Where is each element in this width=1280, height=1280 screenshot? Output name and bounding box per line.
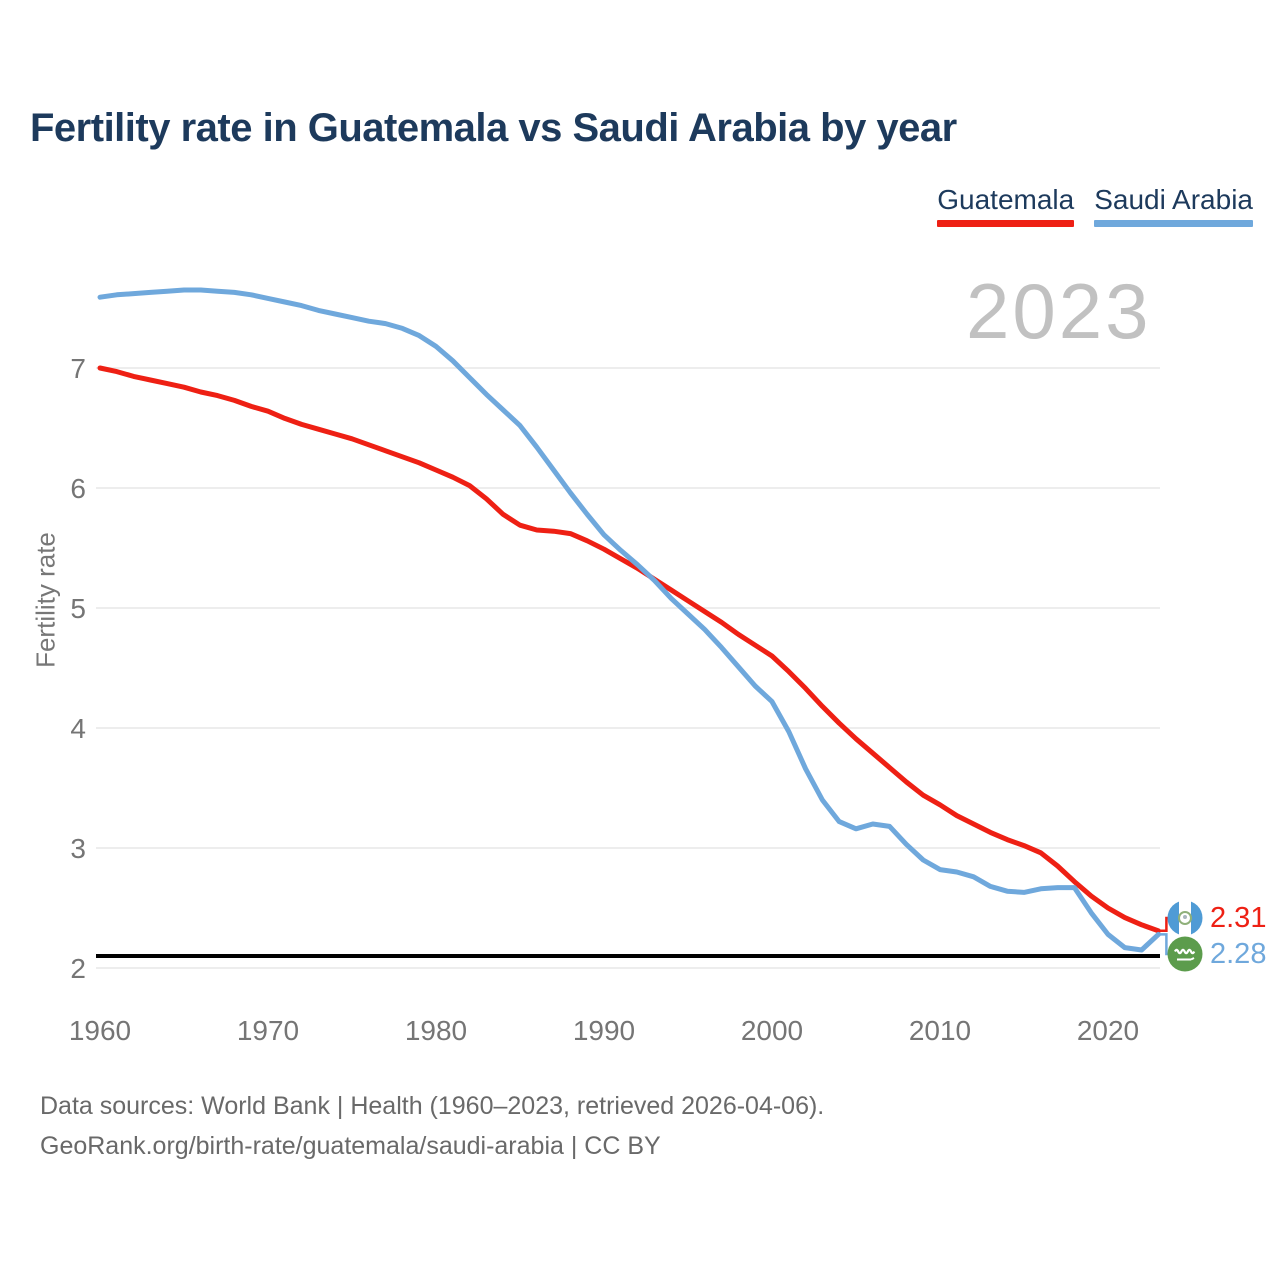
saudi-arabia-flag-icon [1167,936,1203,972]
y-tick-label: 5 [70,593,86,624]
x-tick-label: 1990 [573,1015,635,1046]
legend-underline-saudi-arabia [1094,220,1253,227]
y-tick-label: 7 [70,353,86,384]
footer: Data sources: World Bank | Health (1960–… [40,1086,824,1166]
legend-item-saudi-arabia[interactable]: Saudi Arabia [1094,184,1253,227]
legend-item-guatemala[interactable]: Guatemala [937,184,1075,227]
end-value-saudi-arabia: 2.28 [1210,937,1267,970]
x-tick-label: 1970 [237,1015,299,1046]
legend: Guatemala Saudi Arabia [937,184,1253,227]
legend-label-guatemala: Guatemala [937,184,1075,215]
y-tick-label: 4 [70,713,86,744]
guatemala-flag-icon [1167,900,1203,936]
page-title: Fertility rate in Guatemala vs Saudi Ara… [30,106,957,150]
end-value-guatemala: 2.31 [1210,901,1267,934]
series-line-guatemala [97,365,1161,934]
y-tick-label: 3 [70,833,86,864]
x-tick-label: 2010 [909,1015,971,1046]
year-watermark: 2023 [966,267,1152,355]
y-tick-label: 6 [70,473,86,504]
y-axis-title: Fertility rate [30,532,61,668]
end-label-saudi-arabia: 2.28 [1167,936,1266,972]
legend-label-saudi-arabia: Saudi Arabia [1094,184,1253,215]
y-tick-label: 2 [70,953,86,984]
x-tick-label: 1980 [405,1015,467,1046]
footer-data-sources: Data sources: World Bank | Health (1960–… [40,1092,825,1120]
x-tick-label: 2020 [1077,1015,1139,1046]
x-tick-label: 1960 [69,1015,131,1046]
end-label-guatemala: 2.31 [1167,900,1266,936]
x-tick-label: 2000 [741,1015,803,1046]
legend-underline-guatemala [937,220,1075,227]
footer-attribution: GeoRank.org/birth-rate/guatemala/saudi-a… [40,1132,661,1160]
series-line-saudi-arabia [97,287,1161,953]
